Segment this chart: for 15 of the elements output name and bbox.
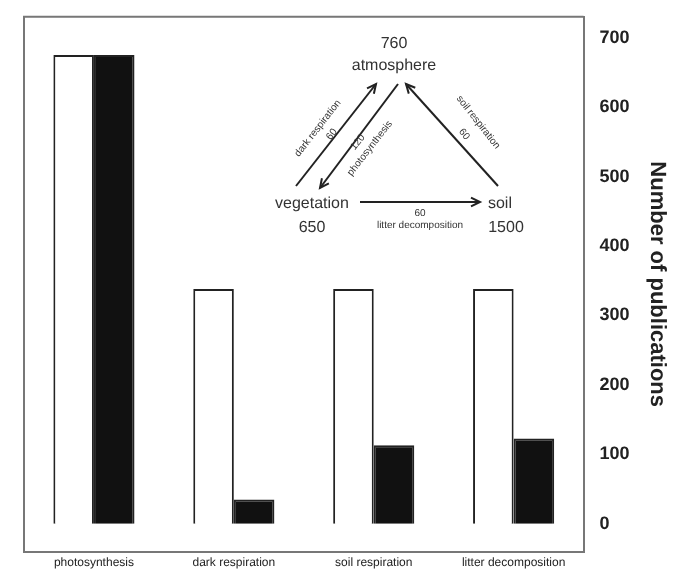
y-tick-label: 300 xyxy=(599,304,630,325)
annotation: 650 xyxy=(298,218,327,236)
y-tick-label: 200 xyxy=(599,373,630,394)
y-tick-label: 100 xyxy=(599,443,630,464)
y-tick-label: 700 xyxy=(599,26,630,47)
y-tick-label: 600 xyxy=(599,96,630,117)
y-tick-label: 500 xyxy=(599,165,630,186)
annotation: soil xyxy=(487,194,513,212)
annotation: 760 xyxy=(380,34,409,52)
y-tick-label: 400 xyxy=(599,234,630,255)
annotation: 1500 xyxy=(488,218,525,236)
y-tick-label: 0 xyxy=(599,512,610,533)
annotation: atmosphere xyxy=(351,56,438,74)
y-axis-title: Number of publications xyxy=(644,161,669,408)
annotation: vegetation xyxy=(275,194,349,212)
